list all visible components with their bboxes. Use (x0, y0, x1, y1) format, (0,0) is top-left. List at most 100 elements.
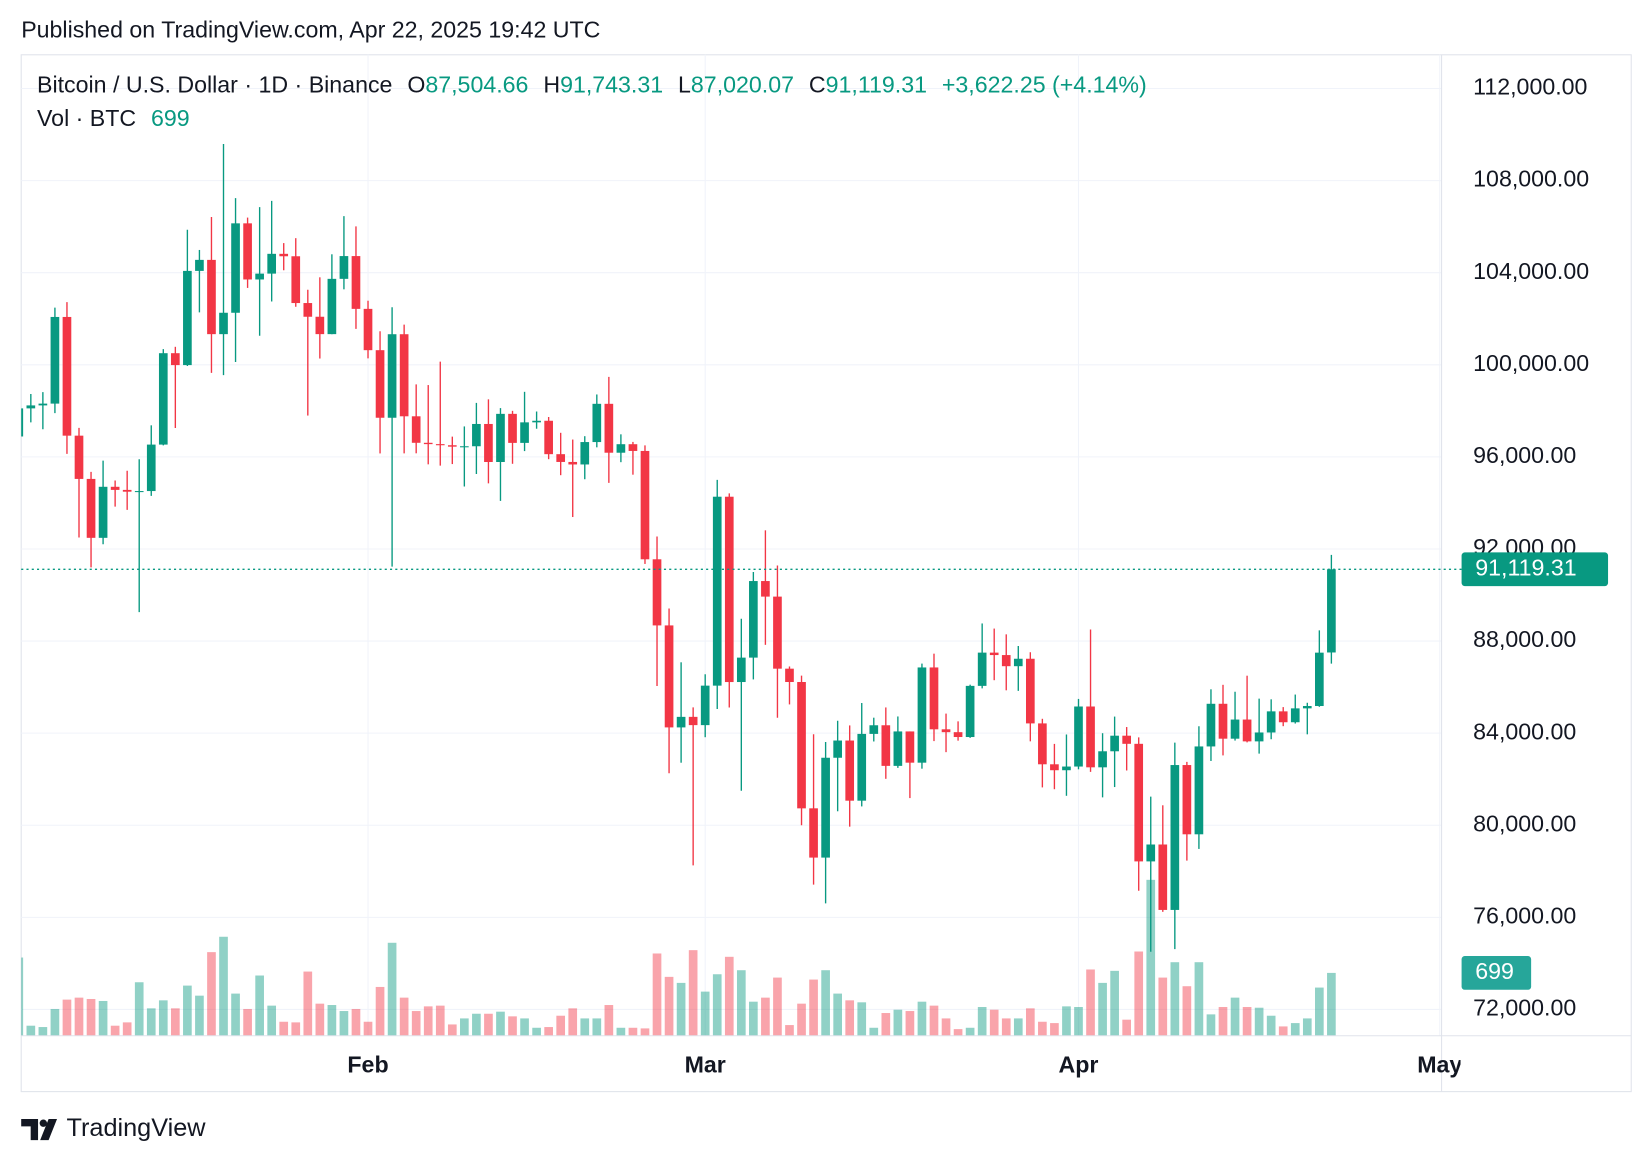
volume-bar (375, 986, 385, 1036)
candle-body (652, 559, 662, 626)
candle-body (1302, 706, 1312, 709)
x-tick-label: Mar (685, 1051, 726, 1077)
candle-body (279, 253, 289, 257)
candle-body (62, 316, 72, 436)
volume-bar (423, 1006, 433, 1036)
candle-body (496, 413, 505, 462)
brand-logo: TradingView (21, 1114, 206, 1142)
chart-frame (20, 54, 1632, 1093)
volume-bar (1327, 972, 1336, 1036)
volume-bar (231, 993, 240, 1036)
candle-body (881, 725, 891, 766)
candle-body (532, 420, 541, 423)
volume-last-label: 699 (1475, 958, 1514, 984)
candle-body (375, 350, 385, 418)
volume-bar (712, 974, 722, 1036)
volume-bar (496, 1011, 505, 1036)
candle-body (1074, 706, 1083, 767)
brand-name: TradingView (67, 1114, 207, 1142)
volume-bar (917, 1001, 927, 1036)
candle-body (472, 423, 481, 447)
volume-bar (833, 993, 842, 1036)
candle-body (556, 454, 566, 462)
candle-body (122, 489, 132, 492)
axes: 72,000.00 76,000.00 80,000.00 84,000.00 88,0… (21, 54, 1632, 1092)
candle-body (1182, 765, 1192, 835)
candle-body (86, 478, 96, 538)
candle-body (809, 808, 818, 858)
candle-body (616, 444, 626, 453)
close-label: C (809, 72, 826, 98)
candle-body (327, 278, 337, 335)
candle-body (520, 422, 529, 443)
volume-bar (1038, 1021, 1047, 1036)
candle-body (977, 652, 987, 686)
y-tick-label: 76,000.00 (1473, 902, 1576, 928)
volume-bar (327, 1005, 337, 1036)
y-tick-label: 104,000.00 (1473, 258, 1589, 284)
volume-bar (411, 1011, 421, 1036)
volume-bar (26, 1025, 36, 1036)
volume-bar (267, 1005, 277, 1036)
volume-bar (255, 975, 264, 1036)
volume-bar (1302, 1018, 1312, 1036)
change: +3,622.25 (+4.14%) (942, 72, 1147, 98)
candle-body (1038, 723, 1047, 765)
volume-bar (460, 1018, 469, 1036)
volume-bar (1134, 951, 1144, 1036)
volume-bar (1194, 962, 1204, 1036)
candle-body (387, 334, 397, 418)
volume-bar (146, 1008, 156, 1036)
candle-body (604, 403, 614, 453)
volume-bar (1278, 1026, 1288, 1036)
candle-body (953, 732, 963, 738)
volume-bar (1254, 1007, 1264, 1036)
candle-body (773, 596, 782, 669)
volume-bar (1266, 1015, 1276, 1036)
volume-bar (1074, 1006, 1083, 1036)
candle-body (171, 353, 180, 366)
x-tick-label: Apr (1059, 1051, 1099, 1077)
volume-bar (183, 985, 192, 1036)
volume-bar (1290, 1023, 1300, 1036)
candle-body (50, 316, 60, 404)
volume-bar (1146, 879, 1156, 1036)
volume-bar (953, 1029, 963, 1036)
volume-bar (351, 1008, 361, 1036)
candle-body (1134, 743, 1144, 862)
y-tick-label: 96,000.00 (1473, 442, 1576, 468)
candle-body (821, 757, 830, 858)
candle-body (1086, 706, 1095, 768)
candle-body (1278, 711, 1288, 723)
volume-bar (857, 1002, 867, 1036)
candle-body (761, 581, 770, 597)
candle-body (1230, 719, 1240, 739)
candle-body (785, 668, 794, 683)
candle-body (231, 223, 240, 313)
candle-body (929, 667, 939, 730)
x-tick-label: May (1417, 1051, 1462, 1077)
volume-bar (134, 982, 144, 1036)
candle-body (267, 253, 277, 274)
volume-bar (1315, 987, 1324, 1036)
candle-body (628, 444, 638, 451)
candle-body (568, 461, 578, 465)
volume-bar (21, 957, 24, 1036)
volume-bar (1062, 1006, 1071, 1036)
candle-body (460, 446, 469, 448)
candle-body (411, 416, 421, 443)
volume-bar (905, 1011, 915, 1036)
candle-body (183, 270, 192, 366)
y-tick-label: 100,000.00 (1473, 350, 1589, 376)
candle-body (219, 312, 228, 335)
open-value: 87,504.66 (425, 72, 528, 98)
logo-dot (39, 1119, 48, 1127)
candle-body (255, 273, 264, 280)
candle-body (664, 625, 674, 728)
candle-body (797, 682, 806, 809)
volume-bar (809, 979, 818, 1036)
candle-body (1013, 658, 1023, 667)
volume-bar (785, 1025, 794, 1036)
volume-bar (1242, 1006, 1252, 1036)
candle-body (905, 731, 915, 763)
